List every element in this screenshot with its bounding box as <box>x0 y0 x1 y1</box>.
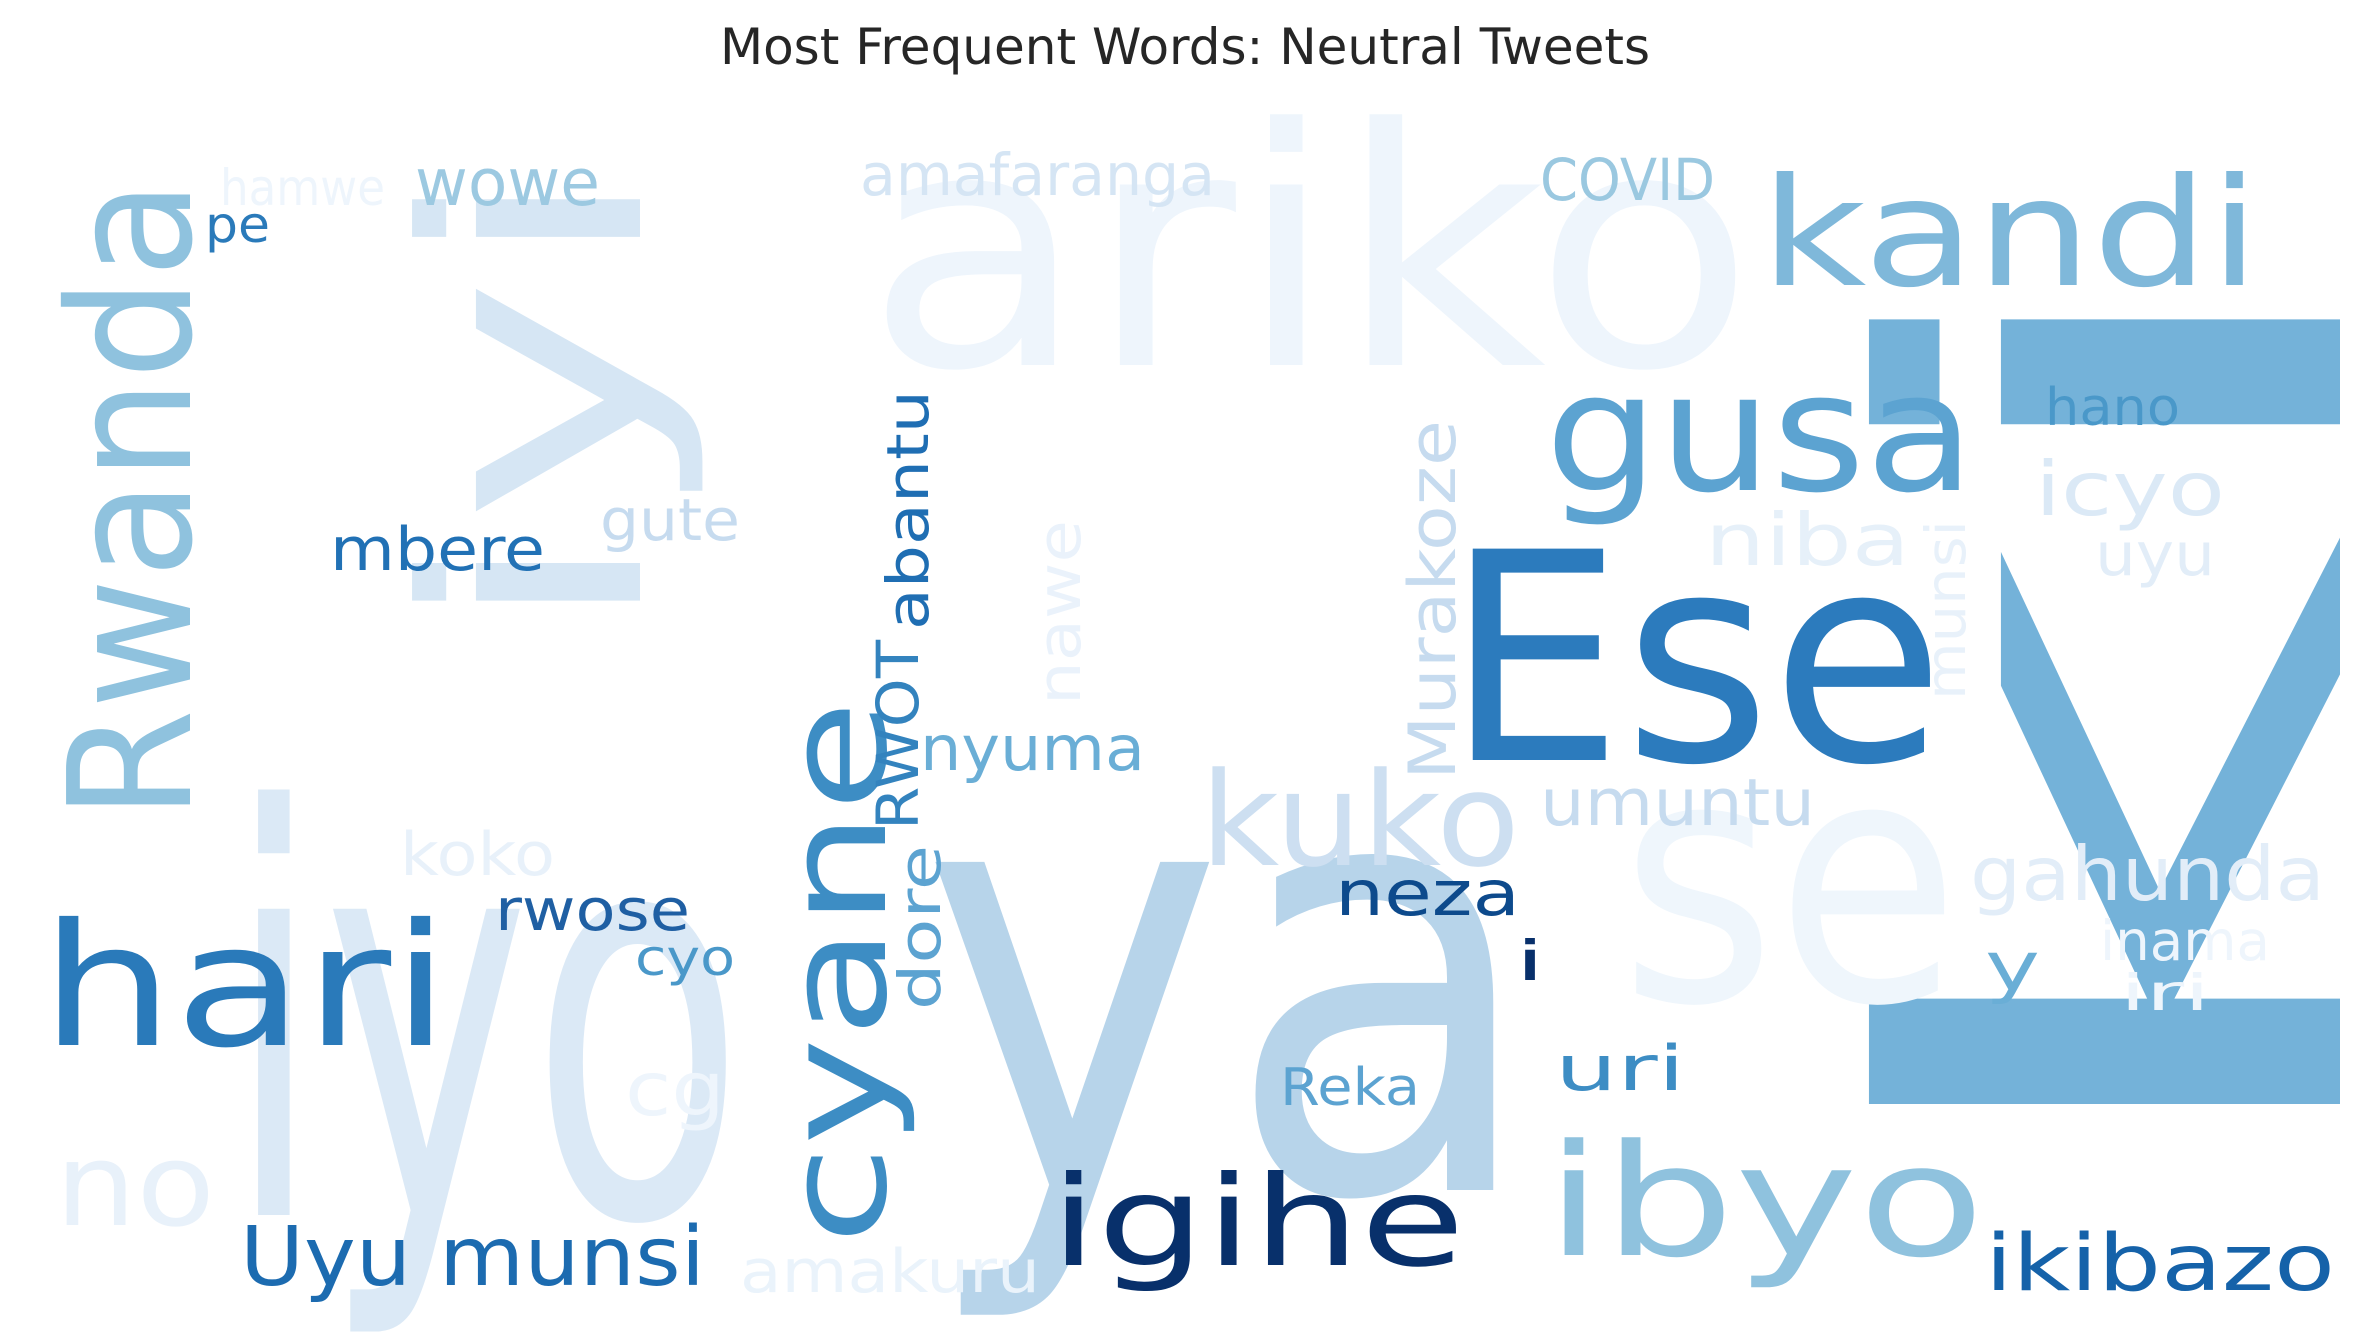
word-kandi: kandi <box>1760 147 2260 321</box>
word-iyi: iyi <box>362 160 711 640</box>
word-nawe: nawe <box>1025 520 1095 705</box>
word-y: y <box>1985 928 2040 1007</box>
word-murakoze: Murakoze <box>1396 420 1471 780</box>
word-hano: hano <box>2045 378 2180 438</box>
word-igihe: igihe <box>1050 1150 1465 1295</box>
word-iri: iri <box>2120 964 2210 1022</box>
word-ikibazo: ikibazo <box>1985 1219 2335 1309</box>
word-hamwe: hamwe <box>220 159 385 217</box>
chart-title: Most Frequent Words: Neutral Tweets <box>719 18 1651 76</box>
word-no: no <box>55 1119 215 1253</box>
word-se: se <box>1620 685 1960 1081</box>
word-wowe: wowe <box>415 146 600 221</box>
word-ariko: ariko <box>865 59 1755 443</box>
word-rwot: RWOT <box>864 639 932 830</box>
word-ki: ki <box>1766 210 2370 1210</box>
word-kuko: kuko <box>1200 744 1520 896</box>
word-iyo: iyo <box>225 696 745 1334</box>
word-gahunda: gahunda <box>1970 830 2325 918</box>
word-munsi: munsi <box>1914 520 1978 700</box>
word-pe: pe <box>205 196 270 254</box>
word-umuntu: umuntu <box>1540 766 1815 841</box>
word-uyu-munsi: Uyu munsi <box>240 1210 705 1305</box>
word-ese: Ese <box>1445 492 1945 829</box>
word-amakuru: amakuru <box>740 1237 1040 1307</box>
word-ya: ya <box>920 633 1540 1332</box>
word-mbere: mbere <box>330 515 545 585</box>
word-rwose: rwose <box>495 876 690 944</box>
word-cyo: cyo <box>635 929 735 987</box>
word-koko: koko <box>400 820 555 890</box>
word-cyane: cyane <box>756 700 919 1245</box>
word-neza: neza <box>1335 857 1520 930</box>
word-niba: niba <box>1705 498 1910 582</box>
word-icyo: icyo <box>2035 445 2225 533</box>
word-reka: Reka <box>1280 1058 1420 1118</box>
word-rwanda: Rwanda <box>33 180 231 820</box>
word-i: i <box>1515 929 1545 993</box>
word-hari: hari <box>40 888 450 1086</box>
word-nyuma: nyuma <box>920 712 1145 785</box>
word-uyu: uyu <box>2095 520 2215 590</box>
word-abantu: abantu <box>874 390 942 630</box>
word-gusa: gusa <box>1545 337 1975 529</box>
word-cg: cg <box>625 1045 725 1133</box>
word-inama: inama <box>2100 909 2270 973</box>
word-ibyo: ibyo <box>1545 1111 1985 1292</box>
word-covid: COVID <box>1540 146 1715 214</box>
word-uri: uri <box>1555 1032 1685 1105</box>
word-amafaranga: amafaranga <box>860 141 1215 209</box>
word-dore: dore <box>886 845 954 1010</box>
word-gute: gute <box>600 486 740 554</box>
